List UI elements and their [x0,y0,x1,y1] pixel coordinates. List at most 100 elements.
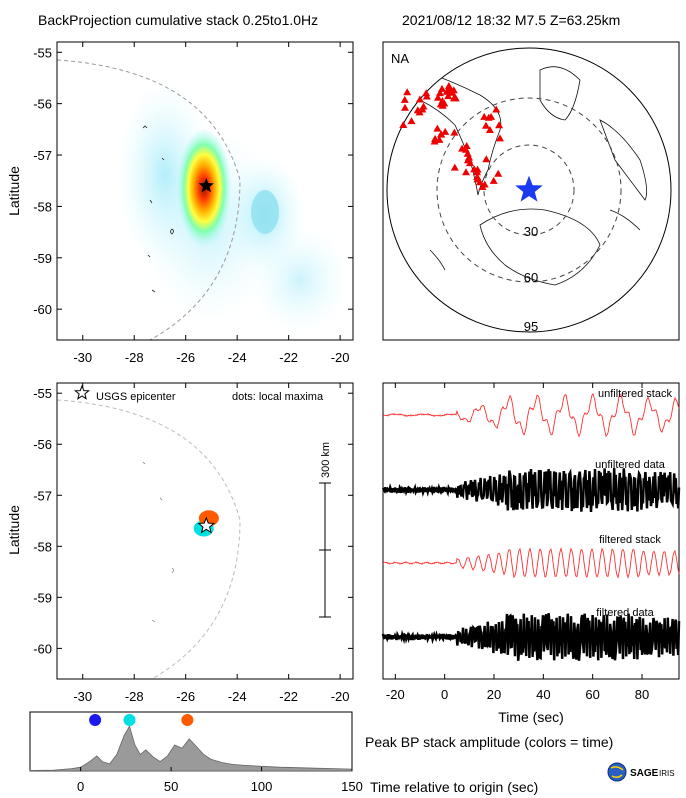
station-triangle [462,168,470,176]
ytick-label: -60 [33,302,52,317]
maxima-map-coastline [142,461,174,623]
station-triangle [496,134,504,142]
xtick-label: -26 [176,689,195,704]
ytick-label: -56 [33,97,52,112]
station-triangle [458,144,467,152]
waveform-axes: -20 0 20 40 60 80 [386,383,649,702]
ytick-label: -60 [33,641,52,656]
station-triangle [400,95,409,103]
peak-amplitude-panel: 0 50 100 150 Peak BP stack amplitude (color… [29,711,613,795]
stack-map-axes: -30 -28 -26 -24 -22 -20 -55 -56 -57 -58 -59 -60 [33,42,353,365]
globe-epicenter-star [515,175,543,202]
station-triangle [444,82,453,89]
waveform-trace-label: unfiltered data [595,459,666,471]
station-triangle [480,112,489,120]
stack-map-epicenter-star [198,177,214,193]
ytick-label: -56 [33,437,52,452]
ytick-label: -55 [33,386,52,401]
ytick-label: -55 [33,45,52,60]
ring-distance-label: 30 [524,224,538,239]
ring-distance-label: 60 [524,270,538,285]
waveform-trace [381,613,681,661]
sage-iris-logo: SAGE IRIS [607,762,675,782]
station-triangle [422,92,431,100]
maxima-legend: USGS epicenter dots: local maxima [73,384,324,403]
maxima-map-axes: -30 -28 -26 -24 -22 -20 -55 -56 -57 -58 -59 -60 [33,383,353,704]
waveform-xlabel: Time (sec) [498,709,564,725]
station-triangle [475,178,484,186]
station-triangle [489,176,498,184]
globe-ring-labels: 30 60 95 [524,224,538,334]
station-triangle [444,92,453,100]
xtick-label: 60 [585,687,599,702]
station-triangle [399,121,408,128]
station-triangle [482,121,490,129]
xtick-label: -24 [228,689,247,704]
logo-sage-text: SAGE [630,768,659,779]
right-title: 2021/08/12 18:32 M7.5 Z=63.25km [402,12,620,28]
left-title: BackProjection cumulative stack 0.25to1.… [38,12,318,28]
station-triangle [403,88,412,96]
peak-amplitude-xlabel: Time relative to origin (sec) [370,779,538,795]
peak-time-markers [89,714,194,726]
xtick-label: -22 [279,350,298,365]
station-triangle [431,134,440,142]
waveform-traces: unfiltered stack unfiltered data filtered … [381,388,681,661]
station-triangle [448,88,457,96]
peak-amplitude-area [29,725,353,772]
waveform-trace-label: unfiltered stack [598,388,672,400]
station-triangle [434,93,442,101]
xtick-label: -20 [331,689,350,704]
station-triangle [436,89,444,97]
station-triangle [401,103,409,111]
station-triangle [494,169,503,177]
xtick-label: 40 [536,687,550,702]
xtick-label: -22 [279,689,298,704]
station-triangle [492,105,501,113]
legend-epicenter-label: USGS epicenter [96,391,176,403]
peak-time-marker [89,714,102,726]
station-triangle [407,117,416,125]
epicenter-star-icon [198,177,214,193]
peak-time-marker [123,714,136,726]
ytick-label: -57 [33,488,52,503]
station-triangle [433,124,442,132]
legend-dots-label: dots: local maxima [232,391,324,403]
xtick-label: 100 [251,779,273,794]
ytick-label: -59 [33,251,52,266]
xtick-label: 0 [77,779,84,794]
station-triangle [450,94,458,102]
xtick-label: -20 [331,350,350,365]
ytick-label: -58 [33,199,52,214]
xtick-label: -28 [125,350,144,365]
legend-star-icon [73,384,91,400]
station-triangle [450,163,459,171]
station-triangles [399,82,504,190]
station-triangle [440,99,449,107]
globe-region-label: NA [391,51,409,66]
station-triangle [478,183,487,190]
station-triangle [466,159,474,167]
stack-map-panel: -30 -28 -26 -24 -22 -20 -55 -56 -57 -58 -59 -60 Lat… [6,41,354,365]
xtick-label: -30 [73,689,92,704]
local-maximum-dot [198,510,219,527]
peak-amplitude-axes: 0 50 100 150 [77,767,363,794]
xtick-label: -28 [125,689,144,704]
coastline-islands [142,125,174,293]
waveform-trace [382,392,680,438]
waveform-trace-label: filtered data [596,607,654,619]
xtick-label: -26 [176,350,195,365]
local-maxima-dots [193,510,219,537]
xtick-label: 50 [164,779,178,794]
xtick-label: -20 [386,687,405,702]
station-triangle [462,142,471,149]
scale-bar [319,482,331,618]
globe-logo-icon [607,762,627,782]
xtick-label: -30 [73,350,92,365]
stack-heatmap [57,59,350,340]
stack-map-ylabel: Latitude [6,166,22,216]
waveform-trace [381,468,681,513]
station-triangle [473,168,481,176]
station-triangle [437,130,446,138]
xtick-label: -24 [228,350,247,365]
